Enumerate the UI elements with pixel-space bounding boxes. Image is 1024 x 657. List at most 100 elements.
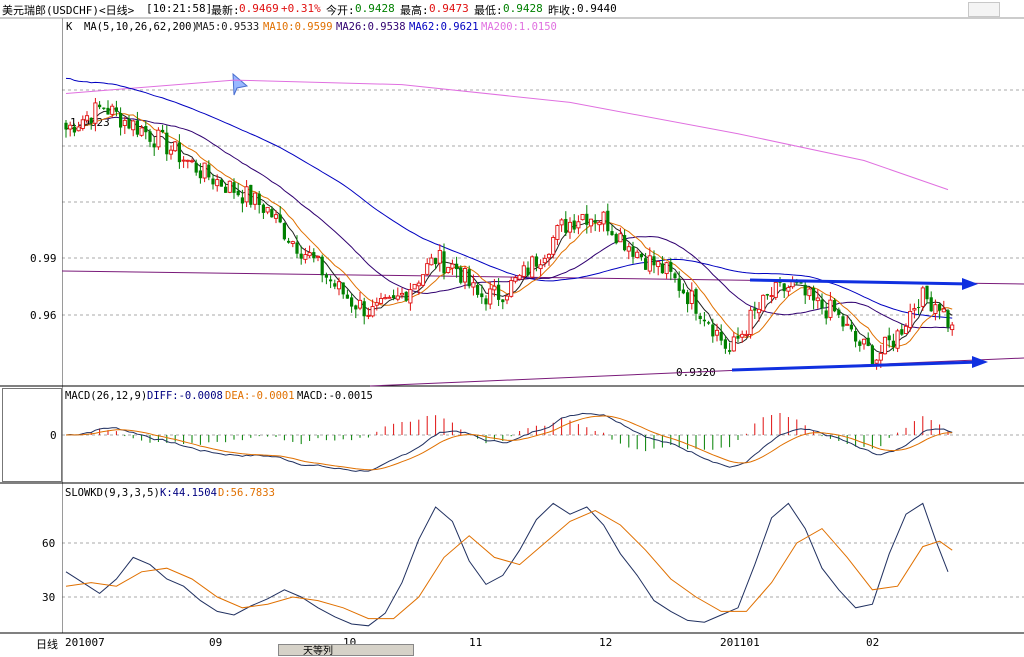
candle-body: [290, 241, 295, 244]
candle-body: [399, 292, 405, 296]
candle-body: [80, 119, 85, 129]
candle-body: [903, 325, 909, 334]
candle-body: [623, 235, 627, 251]
candlesticks: [64, 97, 955, 370]
candle-body: [551, 237, 556, 255]
candle-body: [618, 233, 623, 243]
toolbar-button[interactable]: [968, 2, 1000, 17]
candle-body: [437, 250, 442, 264]
candle-body: [588, 218, 594, 227]
price-tick-0.99: 0.99: [30, 252, 57, 265]
candle-body: [765, 294, 769, 296]
candle-body: [240, 197, 244, 204]
macd-tick-0: 0: [50, 429, 57, 442]
candle-body: [161, 129, 165, 133]
candle-body: [252, 192, 258, 205]
bottom-tab-strip[interactable]: 天等列: [278, 644, 414, 657]
candle-body: [442, 251, 446, 274]
legend-ma26: MA26:0.9538: [336, 21, 406, 33]
candle-body: [211, 178, 215, 185]
candle-body: [416, 282, 421, 287]
candle-body: [455, 263, 459, 270]
candle-body: [429, 257, 434, 266]
macd-legend-name: MACD(26,12,9): [65, 390, 148, 402]
candle-body: [756, 308, 762, 314]
candle-body: [538, 264, 543, 270]
candle-body: [236, 190, 240, 196]
candle-body: [198, 170, 202, 179]
candle-body: [534, 256, 538, 267]
kd-tick-30: 30: [42, 591, 56, 604]
candle-body: [173, 141, 178, 152]
candle-body: [950, 324, 955, 331]
candle-body: [841, 316, 845, 327]
kd-tick-60: 60: [42, 537, 56, 550]
candle-body: [295, 242, 299, 254]
candle-body: [837, 309, 841, 315]
candle-body: [484, 298, 488, 305]
candle-body: [324, 274, 328, 278]
candle-body: [265, 206, 270, 213]
channel-lower-line: [369, 357, 1024, 387]
candle-body: [89, 117, 93, 124]
candle-body: [707, 322, 711, 324]
ma62-series: [65, 77, 953, 319]
candle-body: [521, 265, 526, 277]
candle-body: [601, 211, 606, 225]
open-value: 0.9428: [355, 2, 395, 15]
legend-ma10: MA10:0.9599: [263, 21, 333, 33]
candle-body: [559, 219, 564, 226]
candle-body: [249, 184, 253, 205]
legend-ma200: MA200:1.0150: [481, 21, 557, 33]
prev-close-label: 昨收:: [548, 4, 577, 17]
candle-body: [585, 213, 589, 225]
candle-body: [156, 129, 161, 148]
candle-body: [769, 295, 774, 297]
cursor-arrow-icon: [232, 72, 249, 96]
candle-body: [185, 159, 190, 162]
candle-body: [168, 149, 174, 155]
ma62-line: [65, 77, 953, 319]
candle-body: [686, 292, 690, 305]
candle-body: [702, 319, 706, 322]
price-axis-column: [0, 18, 63, 633]
candle-body: [845, 323, 850, 326]
candle-body: [189, 160, 195, 163]
candle-body: [119, 112, 123, 128]
legend-ma-params: MA(5,10,26,62,200): [84, 21, 198, 33]
candle-body: [357, 299, 363, 309]
x-tick-201101: 201101: [720, 636, 760, 649]
candle-body: [152, 143, 156, 148]
candle-body: [887, 335, 891, 341]
candle-body: [333, 283, 337, 287]
candle-body: [315, 255, 321, 258]
candle-body: [102, 107, 106, 109]
candle-body: [131, 120, 136, 131]
macd-diff-series: [65, 412, 953, 472]
candle-body: [882, 336, 888, 355]
kd-lines: [65, 502, 953, 627]
candle-body: [370, 306, 375, 317]
high-label: 最高:: [400, 4, 429, 17]
candle-body: [114, 107, 118, 112]
candle-body: [669, 262, 673, 272]
candle-body: [513, 277, 518, 282]
trend-arrows: [731, 278, 988, 372]
candle-body: [677, 278, 681, 291]
candle-body: [215, 179, 220, 187]
indicator-selector-box[interactable]: [2, 388, 62, 482]
candle-body: [207, 164, 211, 178]
bottom-tab-label[interactable]: 天等列: [303, 646, 333, 657]
kd-legend-name: SLOWKD(9,3,3,5): [65, 487, 160, 499]
candle-body: [287, 240, 291, 243]
candle-body: [639, 253, 643, 258]
candle-body: [681, 289, 685, 294]
x-tick-12: 12: [599, 636, 613, 649]
candle-body: [824, 310, 828, 319]
candle-body: [858, 341, 862, 346]
kd-k-series: [65, 502, 949, 627]
lower-arrow-head-icon: [972, 356, 988, 368]
ma200-line: [65, 79, 949, 191]
candle-body: [202, 162, 207, 179]
candle-body: [345, 294, 349, 299]
